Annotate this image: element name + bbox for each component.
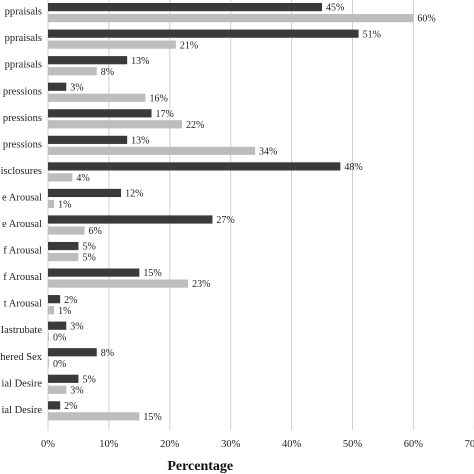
data-label: 0% — [53, 332, 66, 343]
category-label: f Arousal — [3, 246, 42, 257]
category-label: e Arousal — [2, 192, 42, 203]
bar-dark — [48, 3, 323, 12]
data-label: 2% — [64, 401, 77, 412]
data-label: 1% — [58, 200, 71, 211]
bar-light — [48, 40, 176, 49]
category-label: isclosures — [1, 166, 42, 177]
data-label: 6% — [89, 226, 102, 237]
category-label: f Arousal — [3, 272, 42, 283]
bar-dark — [48, 29, 359, 38]
data-label: 15% — [143, 268, 161, 279]
bar-dark — [48, 215, 213, 224]
bar-light — [48, 146, 256, 155]
bar-dark — [48, 241, 79, 251]
x-tick-label: 70% — [465, 439, 474, 450]
bar-light — [48, 93, 146, 102]
category-labels: ppraisals ppraisals ppraisals pressions pres… — [0, 7, 42, 416]
x-tick-label: 30% — [221, 439, 241, 450]
category-label: e Arousal — [2, 219, 42, 230]
bar-dark — [48, 109, 152, 118]
data-label: 60% — [417, 14, 435, 25]
bar-dark — [48, 348, 97, 357]
x-tick-label: 0% — [41, 439, 55, 450]
data-label: 45% — [326, 3, 344, 14]
bar-dark — [48, 188, 122, 198]
x-tick-label: 40% — [282, 439, 302, 450]
x-tick-label: 10% — [99, 439, 119, 450]
x-axis-title: Percentage — [167, 459, 233, 474]
bar-dark — [48, 135, 128, 144]
data-label: 13% — [131, 135, 149, 146]
bar-light — [48, 14, 414, 23]
data-label: 15% — [143, 412, 161, 423]
bar-light — [48, 67, 97, 76]
bar-dark — [48, 56, 128, 65]
category-label: pressions — [3, 139, 42, 150]
bar-light — [48, 173, 73, 182]
bar-light — [48, 199, 55, 209]
data-label: 16% — [149, 93, 167, 104]
category-label: ppraisals — [5, 33, 42, 44]
bar-dark — [48, 401, 61, 410]
bar-light — [48, 279, 189, 288]
bar-light — [48, 252, 79, 262]
category-label: t Arousal — [4, 299, 42, 310]
data-label: 5% — [82, 253, 95, 264]
data-label: 51% — [363, 29, 381, 40]
bars: 45% 60% 51% 21% 13% 8% 3% 16% 17% 22% 13% 34% 48% 4% 1… — [48, 3, 436, 423]
bar-light — [48, 332, 49, 341]
data-label: 3% — [70, 321, 83, 332]
category-label: ial Desire — [1, 405, 42, 416]
x-tick-labels: 0% 10% 20% 30% 40% 50% 60% 70% — [41, 439, 474, 450]
bar-light — [48, 120, 182, 129]
x-tick-label: 20% — [160, 439, 180, 450]
x-tick-label: 60% — [404, 439, 424, 450]
bar-light — [48, 385, 67, 394]
category-label: pressions — [3, 86, 42, 97]
data-label: 4% — [76, 173, 89, 184]
data-label: 1% — [58, 306, 71, 317]
data-label: 3% — [70, 385, 83, 396]
category-label: pressions — [3, 113, 42, 124]
data-label: 5% — [82, 242, 95, 253]
bar-dark — [48, 82, 67, 91]
data-label: 27% — [216, 215, 234, 226]
bar-light — [48, 306, 55, 315]
data-label: 17% — [156, 109, 174, 120]
data-label: 5% — [82, 374, 95, 385]
data-label: 8% — [101, 348, 114, 359]
data-label: 48% — [344, 162, 362, 173]
bar-dark — [48, 162, 341, 171]
data-label: 8% — [101, 67, 114, 78]
data-label: 0% — [53, 359, 66, 370]
category-label: ppraisals — [5, 7, 42, 18]
category-label: hered Sex — [0, 352, 42, 363]
bar-dark — [48, 295, 61, 304]
category-label: ial Desire — [1, 378, 42, 389]
bar-light — [48, 412, 140, 421]
category-label: ppraisals — [5, 60, 42, 71]
data-label: 21% — [180, 40, 198, 51]
bar-light — [48, 226, 85, 235]
data-label: 22% — [186, 120, 204, 131]
bar-dark — [48, 374, 79, 383]
data-label: 2% — [64, 295, 77, 306]
bar-light — [48, 359, 49, 368]
bar-dark — [48, 268, 140, 277]
gridlines — [47, 0, 474, 430]
data-label: 23% — [192, 279, 210, 290]
bar-dark — [48, 321, 67, 330]
category-label: Iastrubate — [1, 325, 43, 336]
data-label: 13% — [131, 56, 149, 67]
data-label: 34% — [259, 146, 277, 157]
x-tick-label: 50% — [343, 439, 363, 450]
data-label: 12% — [125, 189, 143, 200]
data-label: 3% — [70, 82, 83, 93]
